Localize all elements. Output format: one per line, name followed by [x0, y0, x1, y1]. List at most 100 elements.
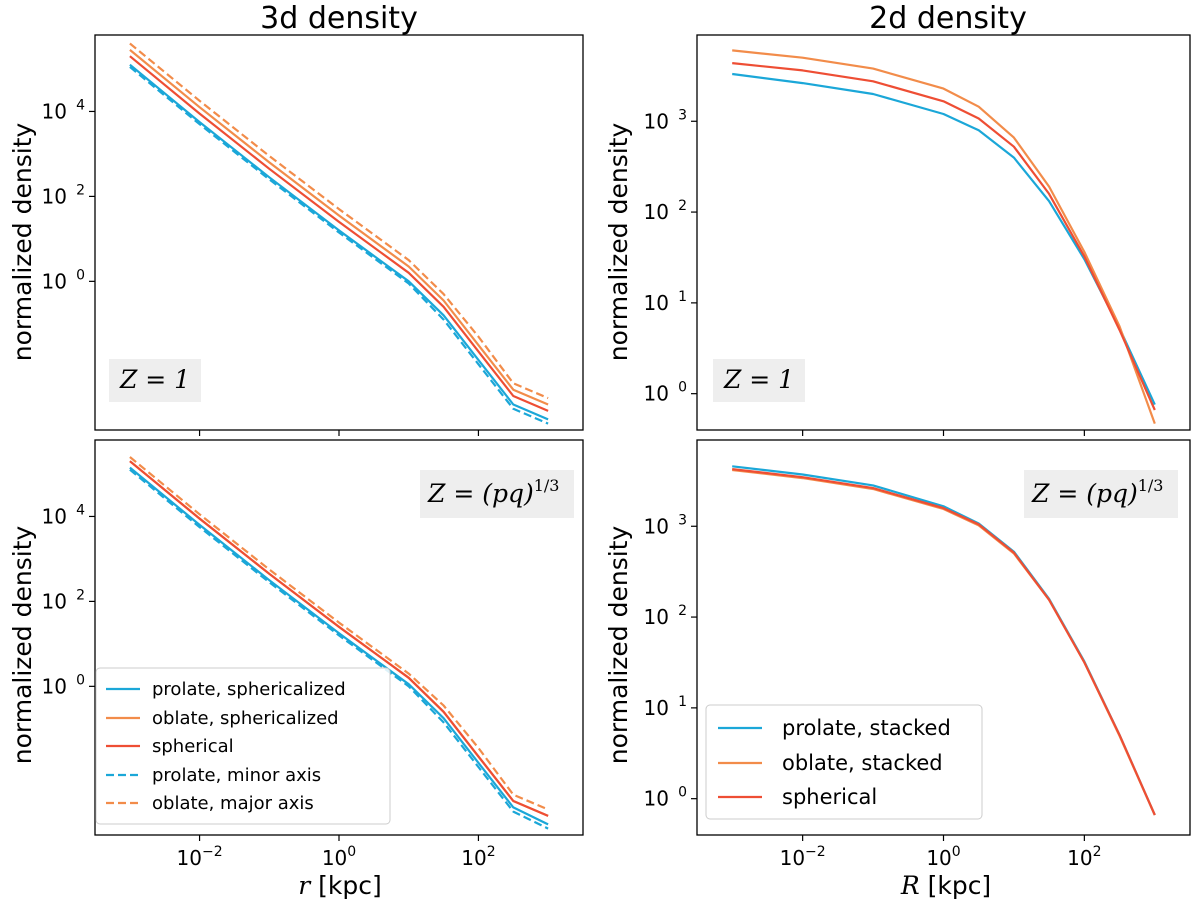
y-tick-base: 10	[644, 605, 669, 629]
y-tick-exp: 1	[678, 289, 687, 305]
y-tick-base: 10	[42, 184, 67, 208]
y-tick-label: 10 1	[644, 289, 687, 315]
series-line-spherical	[732, 468, 1156, 816]
bottom-left-ylabel: normalized density	[8, 526, 37, 765]
bottom-left-annotation: Z = (pq)1/3	[427, 476, 559, 508]
bottom-left-annotation-box	[420, 470, 574, 518]
series-line-prolate-minor-axis	[129, 468, 549, 830]
panel-top-left: 10 4 10 2 10 0	[42, 34, 584, 436]
bottom-right-annotation-exp: 1/3	[1138, 476, 1164, 495]
y-tick-label: 10 3	[644, 107, 687, 133]
right-xlabel-var: R	[900, 871, 920, 900]
series-line-spherical	[129, 460, 549, 817]
legend-2d-label-spherical: spherical	[782, 785, 877, 809]
top-left-ylabel: normalized density	[8, 123, 37, 362]
x-tick-label: 100	[322, 844, 356, 870]
y-tick-label: 10 1	[644, 694, 687, 720]
y-tick-exp: 3	[678, 512, 687, 528]
y-tick-label: 10 0	[42, 672, 85, 698]
y-tick-base: 10	[644, 382, 669, 406]
x-tick-base: 10	[177, 846, 202, 870]
x-tick-exp: 0	[952, 844, 961, 860]
y-tick-label: 10 2	[42, 587, 85, 613]
bottom-right-annotation-box	[1024, 470, 1178, 518]
y-tick-base: 10	[644, 291, 669, 315]
right-xlabel: R [kpc]	[900, 871, 991, 900]
bottom-left-annotation-main: Z = (pq)	[427, 479, 534, 508]
y-tick-base: 10	[644, 787, 669, 811]
y-tick-label: 10 2	[42, 182, 85, 208]
y-tick-label: 10 0	[644, 785, 687, 811]
x-tick-label: 10−2	[177, 844, 223, 870]
legend-3d-label-oblate-sphericalized: oblate, sphericalized	[152, 708, 339, 729]
bottom-right-ylabel: normalized density	[604, 526, 633, 765]
y-tick-exp: 0	[678, 785, 687, 801]
left-column-title: 3d density	[260, 1, 418, 36]
series-line-oblate-major-axis	[129, 456, 549, 811]
y-tick-exp: 2	[678, 198, 687, 214]
bottom-right-annotation: Z = (pq)1/3	[1031, 476, 1163, 508]
x-tick-exp: −2	[805, 844, 826, 860]
series-line-spherical	[129, 55, 549, 412]
y-tick-base: 10	[42, 504, 67, 528]
y-tick-exp: 4	[76, 502, 85, 518]
y-tick-base: 10	[42, 99, 67, 123]
right-xlabel-unit: [kpc]	[920, 871, 992, 900]
x-tick-base: 10	[1067, 846, 1092, 870]
y-tick-label: 10 0	[644, 380, 687, 406]
x-tick-base: 10	[780, 846, 805, 870]
left-xlabel-unit: [kpc]	[310, 871, 382, 900]
left-xlabel: r [kpc]	[298, 871, 382, 900]
y-tick-base: 10	[644, 200, 669, 224]
y-tick-label: 10 4	[42, 502, 86, 528]
series-line-prolate-sphericalized	[129, 63, 549, 421]
x-tick-label: 102	[1067, 844, 1101, 870]
top-left-annotation-box	[109, 359, 201, 402]
legend-3d-label-prolate-sphericalized: prolate, sphericalized	[152, 679, 346, 700]
x-tick-label: 100	[926, 844, 960, 870]
top-right-ylabel: normalized density	[604, 123, 633, 362]
y-tick-exp: 2	[76, 587, 85, 603]
bottom-left-annotation-exp: 1/3	[534, 476, 560, 495]
y-tick-label: 10 0	[42, 267, 85, 293]
series-line-prolate-minor-axis	[129, 66, 549, 425]
panel-top-right: 10 3 10 2 10 1 10 0	[644, 34, 1191, 436]
top-right-annotation-box	[713, 359, 805, 402]
legend-3d: prolate, sphericalized oblate, spherical…	[95, 667, 391, 825]
y-tick-exp: 2	[678, 603, 687, 619]
y-tick-exp: 1	[678, 694, 687, 710]
series-line-oblate-stacked	[732, 49, 1156, 424]
x-tick-label: 102	[461, 844, 495, 870]
y-tick-exp: 0	[76, 672, 85, 688]
series-line-oblate-major-axis	[129, 42, 549, 400]
x-tick-exp: −2	[202, 844, 223, 860]
top-left-annotation: Z = 1	[119, 365, 190, 394]
y-tick-base: 10	[644, 696, 669, 720]
y-tick-exp: 0	[76, 267, 85, 283]
legend-2d-label-oblate-stacked: oblate, stacked	[782, 751, 943, 775]
y-tick-exp: 3	[678, 107, 687, 123]
x-tick-label: 10−2	[780, 844, 826, 870]
x-tick-base: 10	[461, 846, 486, 870]
y-tick-base: 10	[42, 674, 67, 698]
y-tick-base: 10	[644, 514, 669, 538]
legend-3d-label-prolate-minor-axis: prolate, minor axis	[152, 765, 321, 786]
x-tick-exp: 2	[487, 844, 496, 860]
legend-2d: prolate, stacked oblate, stacked spheric…	[705, 704, 983, 820]
y-tick-base: 10	[42, 589, 67, 613]
y-tick-exp: 2	[76, 182, 85, 198]
top-right-annotation: Z = 1	[723, 365, 794, 394]
legend-2d-frame	[705, 704, 983, 820]
right-column-title: 2d density	[869, 1, 1027, 36]
series-line-oblate-sphericalized	[129, 49, 549, 406]
series-line-prolate-sphericalized	[129, 466, 549, 826]
y-tick-label: 10 4	[42, 97, 86, 123]
bottom-right-annotation-main: Z = (pq)	[1031, 479, 1138, 508]
x-tick-exp: 2	[1093, 844, 1102, 860]
y-tick-base: 10	[644, 109, 669, 133]
y-tick-label: 10 2	[644, 603, 687, 629]
y-tick-base: 10	[42, 269, 67, 293]
